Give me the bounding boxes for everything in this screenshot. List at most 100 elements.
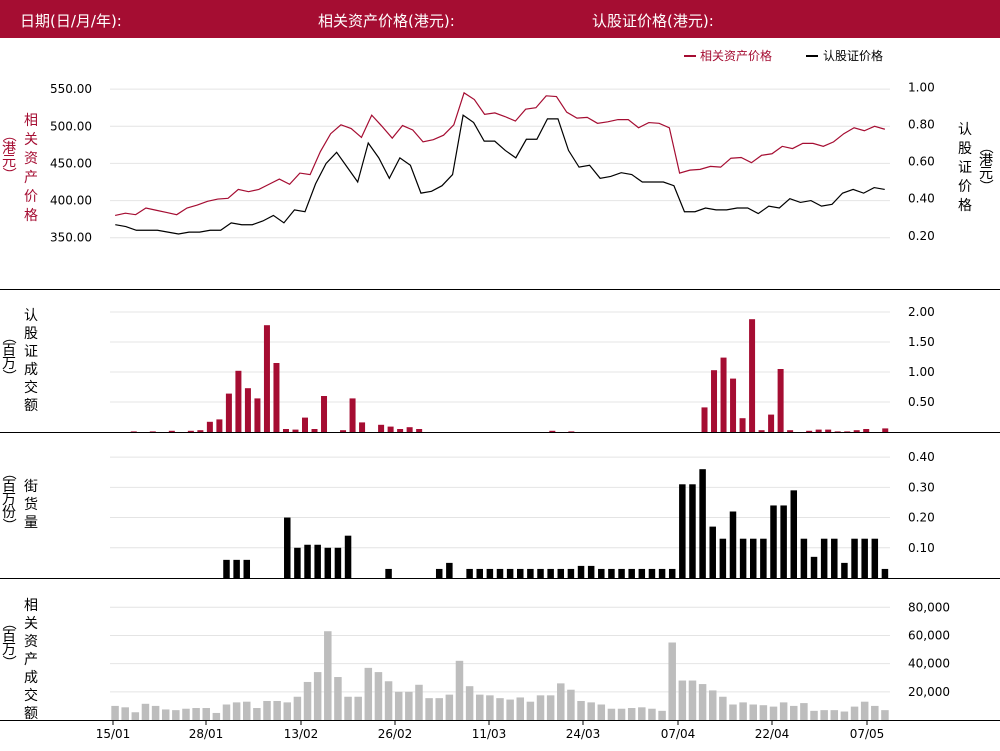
outstanding-bar: [851, 538, 858, 578]
y-tick-right: 1.00: [908, 80, 935, 94]
outstanding-bar: [334, 547, 342, 578]
ylabel-char: 港: [979, 153, 993, 169]
x-tick-label: 07/05: [850, 727, 885, 741]
warrant-turnover-bar: [349, 398, 356, 432]
warrant-turnover-bar: [397, 429, 404, 432]
x-tick-label: 07/04: [661, 727, 696, 741]
asset-turnover-bar: [617, 708, 626, 720]
asset-turnover-bar: [486, 695, 494, 720]
warrant-turnover-bar: [197, 430, 204, 432]
asset-turnover-bar: [779, 702, 788, 720]
y-tick-right: 0.60: [908, 155, 935, 169]
ylabel-char: 产: [24, 652, 38, 668]
outstanding-bar: [466, 568, 473, 578]
warrant-turnover-bar: [853, 430, 860, 432]
ylabel-char: ）: [0, 167, 16, 181]
asset-turnover-bar: [607, 708, 616, 720]
outstanding-bar: [577, 565, 585, 578]
y-tick-right: 0.20: [908, 511, 935, 525]
outstanding-bar: [770, 505, 777, 578]
outstanding-bar: [729, 511, 737, 578]
ylabel-char: 成: [24, 670, 38, 686]
asset-turnover-bar: [810, 710, 818, 720]
warrant-turnover-bar: [216, 419, 223, 432]
outstanding-bar: [841, 562, 848, 578]
ylabel-char: 百: [2, 629, 16, 645]
asset-turnover-bar: [840, 711, 849, 720]
outstanding-bar: [668, 568, 676, 578]
warrant-turnover-bar: [311, 429, 318, 432]
asset-turnover-bar: [496, 698, 504, 720]
y-tick-right: 80,000: [908, 600, 950, 614]
asset-turnover-ylabel-unit: （百万）: [0, 616, 16, 669]
y-tick-right: 2.00: [908, 305, 935, 319]
outstanding-bar: [304, 544, 311, 578]
outstanding-bar: [446, 562, 453, 578]
outstanding-ylabel-unit: （百万份）: [0, 466, 16, 532]
x-tick-label: 13/02: [284, 727, 319, 741]
outstanding-bar: [790, 490, 798, 578]
outstanding-bar: [831, 538, 838, 578]
asset-turnover-bar: [374, 672, 383, 720]
asset-turnover-bar: [820, 710, 828, 720]
x-tick-label: 11/03: [472, 727, 507, 741]
outstanding-bar: [314, 544, 321, 578]
asset-turnover-bar: [465, 686, 474, 720]
warrant-turnover-bar: [225, 393, 232, 432]
asset-turnover-bar: [577, 700, 585, 720]
outstanding-bar: [709, 526, 716, 578]
outstanding-bar: [760, 538, 767, 578]
warrant-turnover-bar: [321, 396, 328, 432]
ylabel-char: 相: [24, 113, 38, 129]
warrant-turnover-bar: [149, 431, 156, 432]
ylabel-char: 万: [2, 642, 16, 658]
warrant-turnover-ylabel-unit: （百万）: [0, 330, 16, 383]
warrant-turnover-bar: [273, 363, 280, 432]
outstanding-bar: [486, 568, 494, 578]
asset-turnover-bar: [435, 698, 443, 720]
x-tick-label: 22/04: [755, 727, 790, 741]
warrant-turnover-bar: [387, 426, 394, 432]
asset-turnover-bar: [749, 704, 757, 720]
ylabel-char: 万: [2, 356, 16, 372]
outstanding-bar: [243, 559, 251, 578]
asset-turnover-bar: [243, 701, 251, 720]
warrant-turnover-bar: [568, 431, 575, 432]
info-header: 日期(日/月/年): 相关资产价格(港元): 认股证价格(港元):: [0, 0, 1000, 38]
ylabel-char: （: [0, 616, 16, 630]
ylabel-char: 量: [24, 515, 38, 531]
outstanding-bar: [506, 568, 514, 578]
warrant-turnover-bar: [711, 370, 718, 432]
x-tick-label: 15/01: [96, 727, 131, 741]
asset-turnover-bar: [506, 699, 514, 720]
asset-turnover-bar: [627, 708, 636, 720]
warrant-turnover-bar: [340, 430, 347, 432]
asset-turnover-bar: [172, 710, 180, 720]
warrant-turnover-bar: [758, 430, 765, 432]
outstanding-bar: [598, 568, 605, 578]
warrant-turnover-bar: [701, 407, 708, 432]
y-tick-right: 0.80: [908, 117, 935, 131]
outstanding-bar: [719, 538, 727, 578]
ylabel-char: 格: [24, 208, 38, 224]
asset-turnover-bar: [405, 691, 413, 720]
asset-turnover-bar: [526, 701, 535, 720]
warrant-turnover-bar: [302, 417, 308, 432]
asset-turnover-bar: [769, 706, 778, 720]
outstanding-bar: [344, 535, 352, 578]
ylabel-char: 资: [24, 634, 38, 650]
warrant-turnover-bar: [282, 429, 289, 432]
asset-turnover-bar: [445, 694, 454, 720]
date-label: 日期(日/月/年):: [20, 12, 122, 30]
y-tick-right: 1.50: [908, 335, 935, 349]
asset-turnover-bar: [111, 705, 119, 720]
y-tick-right: 20,000: [908, 685, 950, 699]
ylabel-char: 百: [2, 343, 16, 359]
asset-turnover-bar: [698, 684, 707, 720]
warrant-turnover-bar: [806, 430, 813, 432]
ylabel-char: 认: [958, 122, 972, 138]
asset-turnover-bar: [303, 681, 312, 720]
ylabel-char: （: [0, 128, 16, 142]
warrant-turnover-bar: [206, 421, 213, 432]
warrant-turnover-bar: [359, 422, 366, 432]
